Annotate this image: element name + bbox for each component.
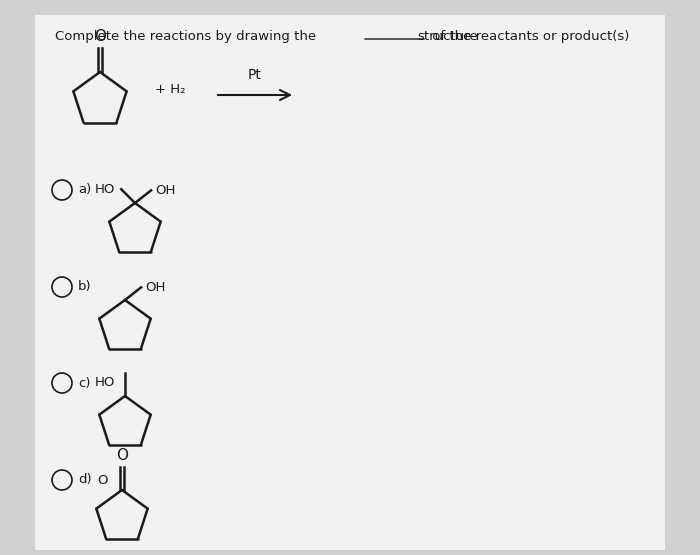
Text: c): c) — [78, 376, 90, 390]
Text: d): d) — [78, 473, 92, 487]
Text: Pt: Pt — [248, 68, 262, 82]
Text: HO: HO — [95, 184, 116, 196]
Text: OH: OH — [145, 281, 165, 294]
Text: O: O — [97, 473, 108, 487]
Text: O: O — [116, 448, 128, 463]
Text: b): b) — [78, 280, 92, 294]
Text: of the reactants or product(s): of the reactants or product(s) — [428, 30, 629, 43]
Text: O: O — [94, 29, 106, 44]
Text: OH: OH — [155, 184, 176, 197]
Text: a): a) — [78, 184, 91, 196]
Text: structure: structure — [417, 30, 477, 43]
FancyBboxPatch shape — [35, 15, 665, 550]
Text: Complete the reactions by drawing the: Complete the reactions by drawing the — [55, 30, 321, 43]
Text: + H₂: + H₂ — [155, 83, 186, 97]
Text: HO: HO — [95, 376, 116, 390]
